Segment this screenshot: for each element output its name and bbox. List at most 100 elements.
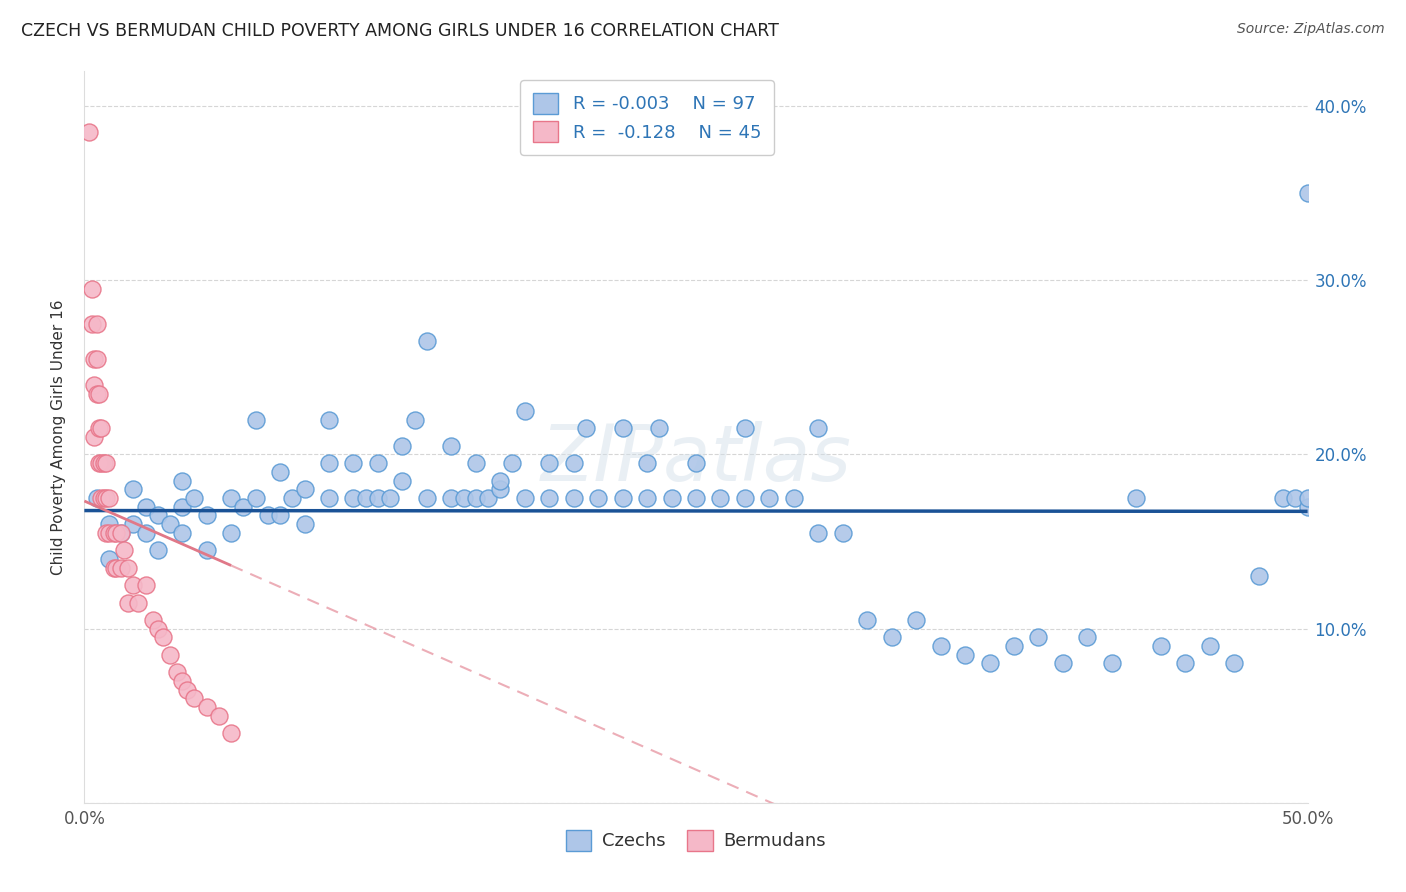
- Point: [342, 456, 364, 470]
- Point: [502, 456, 524, 470]
- Point: [1296, 500, 1319, 514]
- Point: [87, 386, 110, 401]
- Point: [219, 491, 242, 505]
- Point: [172, 474, 194, 488]
- Point: [93, 456, 115, 470]
- Point: [122, 578, 145, 592]
- Point: [1101, 657, 1123, 671]
- Point: [269, 508, 291, 523]
- Point: [87, 421, 110, 435]
- Point: [416, 491, 439, 505]
- Point: [93, 491, 115, 505]
- Point: [636, 456, 658, 470]
- Point: [1247, 569, 1270, 583]
- Point: [135, 525, 157, 540]
- Point: [354, 491, 377, 505]
- Point: [783, 491, 806, 505]
- Point: [87, 456, 110, 470]
- Legend: Czechs, Bermudans: Czechs, Bermudans: [557, 821, 835, 860]
- Point: [453, 491, 475, 505]
- Point: [391, 474, 413, 488]
- Point: [86, 317, 108, 331]
- Point: [1028, 631, 1050, 645]
- Point: [172, 673, 194, 688]
- Point: [734, 491, 756, 505]
- Point: [586, 491, 609, 505]
- Point: [97, 552, 120, 566]
- Point: [245, 491, 267, 505]
- Point: [122, 483, 145, 497]
- Point: [562, 491, 585, 505]
- Point: [90, 491, 112, 505]
- Point: [103, 560, 125, 574]
- Point: [127, 595, 149, 609]
- Point: [110, 525, 132, 540]
- Point: [416, 334, 439, 349]
- Point: [929, 639, 952, 653]
- Point: [117, 560, 139, 574]
- Point: [318, 412, 340, 426]
- Point: [709, 491, 731, 505]
- Point: [464, 456, 486, 470]
- Point: [612, 421, 634, 435]
- Point: [758, 491, 780, 505]
- Point: [380, 491, 402, 505]
- Point: [685, 456, 707, 470]
- Point: [807, 525, 830, 540]
- Point: [880, 631, 903, 645]
- Point: [152, 631, 174, 645]
- Point: [269, 465, 291, 479]
- Point: [367, 456, 389, 470]
- Point: [856, 613, 879, 627]
- Point: [1052, 657, 1074, 671]
- Point: [159, 648, 181, 662]
- Point: [103, 525, 125, 540]
- Point: [83, 351, 105, 366]
- Text: ZIPatlas: ZIPatlas: [540, 421, 852, 497]
- Point: [513, 404, 536, 418]
- Y-axis label: Child Poverty Among Girls Under 16: Child Poverty Among Girls Under 16: [51, 300, 66, 574]
- Point: [648, 421, 671, 435]
- Point: [1002, 639, 1025, 653]
- Point: [489, 483, 512, 497]
- Point: [219, 525, 242, 540]
- Point: [110, 525, 132, 540]
- Point: [575, 421, 598, 435]
- Point: [183, 691, 205, 706]
- Point: [636, 491, 658, 505]
- Point: [172, 500, 194, 514]
- Point: [318, 491, 340, 505]
- Point: [166, 665, 188, 680]
- Point: [97, 491, 120, 505]
- Point: [77, 125, 100, 139]
- Point: [105, 525, 128, 540]
- Point: [404, 412, 426, 426]
- Point: [685, 491, 707, 505]
- Point: [86, 351, 108, 366]
- Point: [1150, 639, 1173, 653]
- Point: [1296, 186, 1319, 201]
- Point: [1198, 639, 1220, 653]
- Point: [159, 517, 181, 532]
- Point: [294, 517, 316, 532]
- Point: [195, 543, 218, 558]
- Point: [135, 578, 157, 592]
- Point: [1125, 491, 1147, 505]
- Point: [90, 421, 112, 435]
- Point: [96, 456, 118, 470]
- Point: [342, 491, 364, 505]
- Point: [440, 439, 463, 453]
- Point: [195, 700, 218, 714]
- Point: [90, 456, 112, 470]
- Point: [195, 508, 218, 523]
- Point: [1284, 491, 1306, 505]
- Point: [1272, 491, 1295, 505]
- Point: [208, 708, 231, 723]
- Point: [110, 560, 132, 574]
- Point: [96, 491, 118, 505]
- Point: [232, 500, 254, 514]
- Point: [367, 491, 389, 505]
- Point: [661, 491, 683, 505]
- Point: [612, 491, 634, 505]
- Point: [146, 622, 169, 636]
